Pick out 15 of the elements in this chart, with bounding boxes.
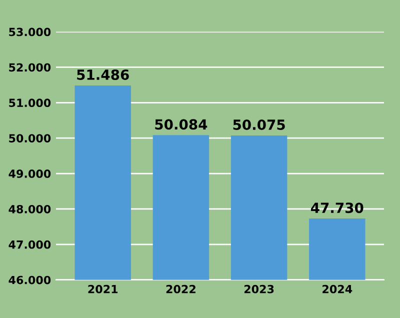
y-tick-label: 52.000 <box>9 63 51 72</box>
y-tick-label: 47.000 <box>8 240 51 249</box>
x-tick-label: 2023 <box>244 284 274 294</box>
x-tick-label: 2021 <box>88 284 118 294</box>
y-tick-label: 49.000 <box>8 170 51 178</box>
data-label: 51.486 <box>77 69 129 80</box>
y-tick-label: 51.000 <box>9 98 51 108</box>
y-tick-label: 50.000 <box>9 134 51 142</box>
data-label: 50.075 <box>233 119 285 130</box>
y-tick-label: 48.000 <box>8 204 51 214</box>
y-tick-label: 46.000 <box>8 276 51 284</box>
x-tick-label: 2022 <box>166 284 196 294</box>
x-tick-label: 2024 <box>322 284 352 294</box>
y-tick-label: 53.000 <box>9 28 51 36</box>
data-label: 50.084 <box>155 119 208 130</box>
